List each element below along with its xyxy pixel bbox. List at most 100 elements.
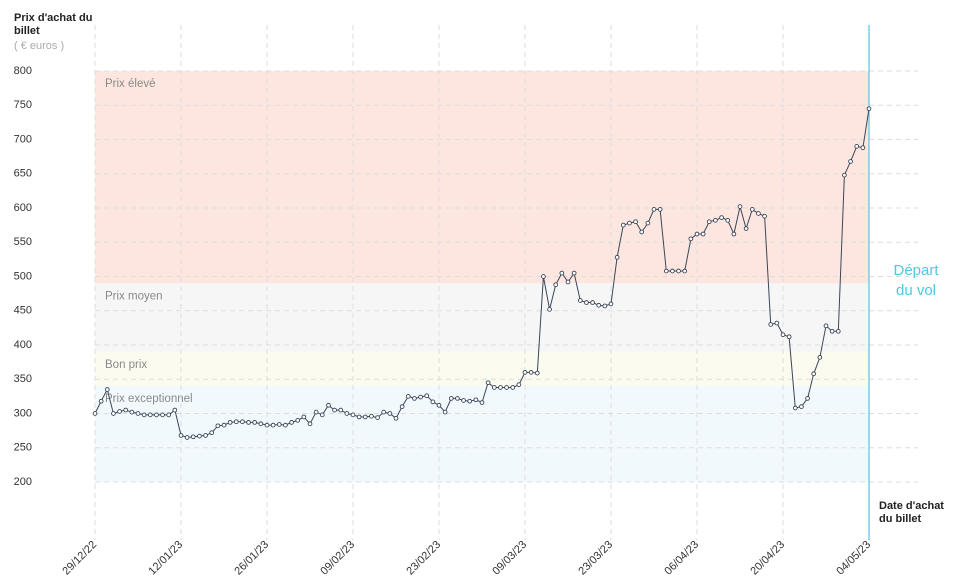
price-point: [147, 412, 153, 418]
y-tick-label: 350: [14, 373, 32, 385]
price-point: [135, 411, 141, 416]
x-tick-label: 12/01/23: [146, 539, 185, 578]
price-point: [854, 144, 860, 149]
price-point: [528, 370, 534, 375]
price-point: [233, 419, 239, 425]
price-point: [436, 402, 442, 408]
price-point: [448, 396, 454, 401]
x-tick-label: 04/05/23: [834, 539, 873, 578]
price-point: [731, 231, 737, 237]
y-tick-label: 200: [14, 476, 32, 488]
y-axis-unit: ( € euros ): [14, 40, 65, 52]
price-point: [725, 217, 731, 223]
price-point: [184, 435, 190, 440]
price-point: [289, 420, 294, 425]
price-point: [688, 236, 694, 242]
y-tick-label: 250: [14, 442, 32, 454]
price-point: [283, 422, 288, 428]
price-point: [811, 371, 817, 377]
price-point: [584, 300, 589, 305]
price-point: [835, 328, 841, 334]
price-point: [344, 411, 350, 416]
price-point: [743, 226, 749, 231]
price-point: [627, 220, 632, 226]
band-label: Prix exceptionnel: [105, 393, 193, 405]
price-point: [117, 409, 122, 414]
price-point: [756, 211, 761, 216]
price-point: [166, 412, 172, 418]
x-tick-label: 06/04/23: [662, 539, 701, 578]
y-tick-label: 800: [14, 65, 32, 77]
x-tick-label: 26/01/23: [232, 539, 271, 578]
y-tick-label: 550: [14, 236, 32, 248]
price-point: [620, 222, 626, 228]
price-point: [209, 430, 215, 436]
price-point: [123, 407, 129, 413]
price-point: [240, 419, 245, 425]
price-point: [559, 270, 565, 276]
price-point: [602, 303, 608, 309]
price-point: [522, 370, 528, 375]
price-point: [381, 409, 387, 415]
price-point: [197, 433, 202, 439]
price-point: [633, 219, 638, 225]
price-point: [657, 207, 663, 212]
price-point: [608, 301, 614, 307]
price-band: [95, 351, 869, 387]
price-point: [98, 398, 104, 404]
price-band: [95, 71, 869, 284]
band-label: Prix moyen: [105, 290, 163, 302]
price-point: [252, 420, 258, 425]
price-point: [141, 412, 147, 418]
price-point: [203, 433, 208, 438]
price-point: [565, 279, 571, 285]
x-tick-label: 20/04/23: [748, 539, 787, 578]
price-point: [264, 422, 270, 428]
band-label: Bon prix: [105, 359, 147, 371]
price-point: [461, 398, 466, 403]
x-tick-label: 23/03/23: [576, 539, 615, 578]
y-tick-label: 400: [14, 339, 32, 351]
price-point: [491, 385, 497, 390]
price-point: [301, 414, 307, 420]
price-point: [313, 409, 319, 415]
price-point: [393, 415, 399, 421]
y-tick-label: 600: [14, 202, 32, 214]
price-point: [842, 172, 847, 178]
price-point: [498, 385, 503, 390]
price-point: [670, 268, 675, 274]
price-point: [332, 407, 337, 413]
price-point: [258, 421, 264, 427]
price-point: [713, 217, 718, 223]
price-point: [356, 414, 362, 420]
price-point: [154, 412, 159, 418]
price-point: [614, 254, 620, 260]
price-point: [479, 400, 485, 405]
y-tick-label: 700: [14, 133, 32, 145]
price-point: [424, 393, 430, 399]
y-axis-label: Prix d'achat du billet: [14, 12, 93, 37]
price-point: [571, 270, 577, 276]
price-point: [338, 407, 344, 413]
price-point: [694, 231, 700, 237]
price-point: [860, 145, 866, 151]
price-point: [749, 207, 755, 212]
price-point: [227, 420, 233, 425]
price-point: [319, 412, 325, 418]
price-point: [405, 394, 411, 399]
price-point: [442, 409, 448, 415]
price-point: [129, 409, 135, 415]
price-point: [104, 387, 110, 392]
price-point: [375, 415, 380, 420]
price-point: [221, 422, 227, 428]
annotation-label: Départ du vol: [893, 262, 939, 299]
price-point: [178, 433, 184, 438]
price-point: [823, 323, 829, 329]
price-point: [504, 385, 509, 390]
price-point: [676, 268, 681, 274]
price-point: [455, 396, 460, 401]
price-point: [596, 302, 602, 308]
price-point: [362, 414, 368, 420]
price-point: [799, 404, 804, 409]
price-point: [534, 370, 540, 376]
